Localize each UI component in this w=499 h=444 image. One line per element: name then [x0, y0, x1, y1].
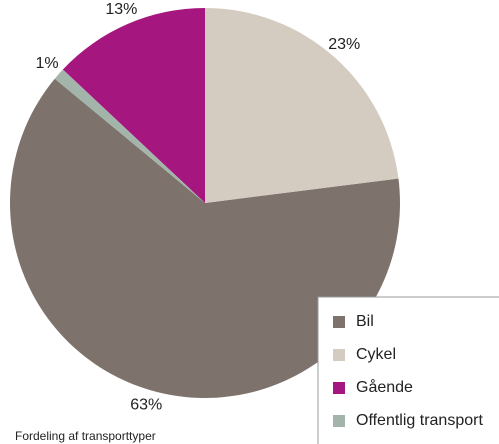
legend-swatch: [333, 349, 345, 361]
data-label: 1%: [35, 55, 58, 72]
pie-slice: [54, 69, 206, 204]
pie-slice: [205, 8, 399, 203]
legend-box: [317, 296, 499, 444]
legend-label: Bil: [356, 313, 374, 330]
legend-label: Offentlig transport: [356, 412, 483, 429]
legend: Bil Cykel Gående Offentlig transport: [317, 296, 499, 444]
legend-swatch: [333, 316, 345, 328]
legend-swatch: [333, 382, 345, 394]
data-label: 63%: [130, 396, 162, 413]
data-label: 13%: [105, 1, 137, 18]
data-label: 23%: [328, 36, 360, 53]
pie-slice: [62, 8, 205, 203]
legend-swatch: [333, 415, 345, 427]
legend-label: Gående: [356, 378, 413, 396]
legend-label: Cykel: [356, 346, 396, 363]
caption: Fordeling af transporttyper: [15, 429, 156, 443]
pie-slice: [10, 78, 400, 398]
